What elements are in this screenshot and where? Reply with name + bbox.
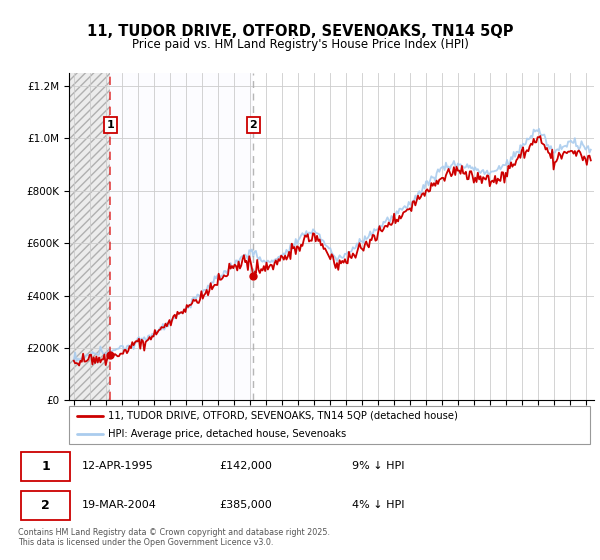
Text: 1: 1 [106, 120, 114, 130]
Text: Price paid vs. HM Land Registry's House Price Index (HPI): Price paid vs. HM Land Registry's House … [131, 38, 469, 50]
Text: 2: 2 [250, 120, 257, 130]
Text: 9% ↓ HPI: 9% ↓ HPI [352, 461, 404, 471]
Text: £142,000: £142,000 [220, 461, 272, 471]
Bar [110, 73, 253, 400]
Text: 4% ↓ HPI: 4% ↓ HPI [352, 501, 404, 511]
Text: 11, TUDOR DRIVE, OTFORD, SEVENOAKS, TN14 5QP (detached house): 11, TUDOR DRIVE, OTFORD, SEVENOAKS, TN14… [108, 411, 458, 421]
FancyBboxPatch shape [69, 405, 590, 445]
FancyBboxPatch shape [21, 491, 70, 520]
Text: Contains HM Land Registry data © Crown copyright and database right 2025.
This d: Contains HM Land Registry data © Crown c… [18, 528, 330, 547]
Text: 19-MAR-2004: 19-MAR-2004 [82, 501, 156, 511]
Text: 1: 1 [41, 460, 50, 473]
Bar [69, 73, 110, 400]
FancyBboxPatch shape [21, 452, 70, 480]
Text: 12-APR-1995: 12-APR-1995 [82, 461, 153, 471]
Bar [69, 73, 110, 400]
Text: 11, TUDOR DRIVE, OTFORD, SEVENOAKS, TN14 5QP: 11, TUDOR DRIVE, OTFORD, SEVENOAKS, TN14… [87, 24, 513, 39]
Text: HPI: Average price, detached house, Sevenoaks: HPI: Average price, detached house, Seve… [108, 430, 346, 439]
Text: £385,000: £385,000 [220, 501, 272, 511]
Text: 2: 2 [41, 499, 50, 512]
